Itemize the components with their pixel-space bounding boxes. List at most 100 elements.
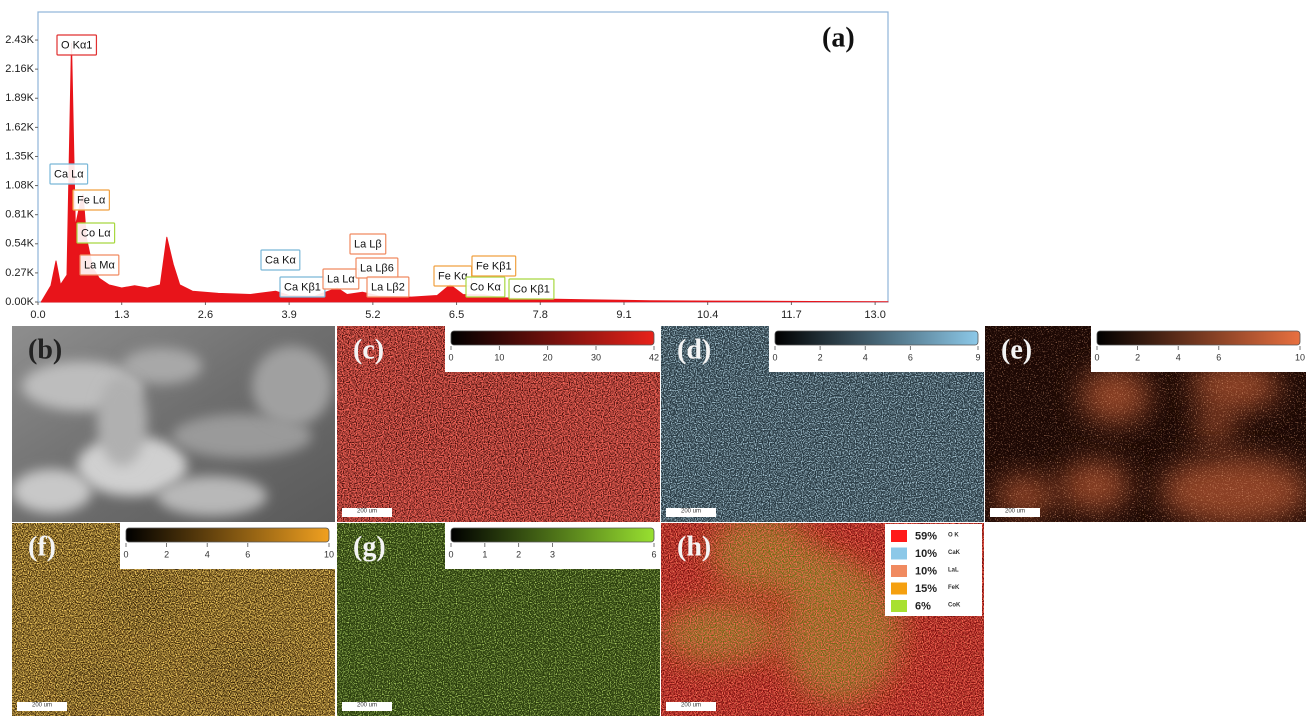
colorbar-tick-label: 6 <box>651 549 656 559</box>
y-tick-label: 2.16K <box>5 63 34 75</box>
legend-swatch <box>891 600 907 612</box>
scale-bar <box>666 508 716 517</box>
legend-percent: 6% <box>915 600 931 612</box>
colorbar-tick-label: 0 <box>448 352 453 362</box>
sem-feature <box>252 346 332 426</box>
annotation-box <box>76 222 116 244</box>
panel-label: (b) <box>28 334 62 365</box>
annotation-label: Fe Lα <box>77 194 106 206</box>
colorbar-tick-label: 2 <box>164 549 169 559</box>
annotation-label: La Lβ <box>354 238 382 250</box>
legend-element: O K <box>948 533 959 539</box>
annotation-label: La Lβ2 <box>371 281 405 293</box>
legend-element: LaL <box>948 568 959 574</box>
sem-feature <box>12 469 92 513</box>
annotation-box <box>433 265 473 287</box>
annotation-box <box>72 189 110 211</box>
colorbar-tick-label: 2 <box>1135 352 1140 362</box>
scale-bar-label: 200 um <box>32 703 52 709</box>
legend-percent: 59% <box>915 530 937 542</box>
colorbar <box>450 527 655 543</box>
colorbar <box>774 330 979 346</box>
annotation-box <box>349 233 387 255</box>
colorbar-tick-label: 0 <box>448 549 453 559</box>
colorbar <box>450 330 655 346</box>
panel-label: (f) <box>28 531 56 562</box>
annotation-label: Ca Kβ1 <box>284 281 321 293</box>
y-tick-label: 0.00K <box>5 296 34 308</box>
x-tick-label: 11.7 <box>781 309 802 321</box>
legend-swatch <box>891 582 907 595</box>
colorbar-tick-label: 3 <box>550 549 555 559</box>
annotation-label: La Lα <box>327 273 355 285</box>
colorbar <box>1096 330 1301 346</box>
colorbar-tick-label: 30 <box>591 352 601 362</box>
x-tick-label: 0.0 <box>30 309 45 321</box>
legend-element: CaK <box>948 550 961 556</box>
panel-label: (h) <box>677 531 711 562</box>
legend-element: CoK <box>948 603 961 609</box>
legend-percent: 15% <box>915 583 937 595</box>
annotation-box <box>322 268 360 290</box>
annotation-box <box>508 278 555 300</box>
annotation-label: Fe Kβ1 <box>476 260 512 272</box>
legend-swatch <box>891 547 907 560</box>
y-tick-label: 2.43K <box>5 34 34 46</box>
sem-feature <box>122 348 202 384</box>
annotation-label: Ca Kα <box>265 254 296 266</box>
map-panel <box>661 523 984 716</box>
scale-bar <box>342 508 392 517</box>
annotation-label: Ca Lα <box>54 168 84 180</box>
colorbar-tick-label: 4 <box>1176 352 1181 362</box>
x-tick-label: 1.3 <box>114 309 129 321</box>
colorbar-tick-label: 2 <box>516 549 521 559</box>
colorbar-tick-label: 20 <box>543 352 553 362</box>
scale-bar <box>990 508 1040 517</box>
scale-bar <box>17 702 67 711</box>
y-tick-label: 0.54K <box>5 238 34 250</box>
annotation-label: La Lβ6 <box>360 262 394 274</box>
colorbar-tick-label: 1 <box>482 549 487 559</box>
x-tick-label: 2.6 <box>198 309 213 321</box>
legend-swatch <box>891 565 907 577</box>
y-tick-label: 1.89K <box>5 92 34 104</box>
annotation-box <box>471 255 517 277</box>
annotation-box <box>56 34 98 56</box>
sem-feature <box>97 376 147 466</box>
annotation-label: Co Kβ1 <box>513 283 550 295</box>
sem-feature <box>172 414 312 458</box>
legend-percent: 10% <box>915 548 937 560</box>
y-tick-label: 1.08K <box>5 179 34 191</box>
y-tick-label: 0.81K <box>5 209 34 221</box>
y-tick-label: 0.27K <box>5 267 34 279</box>
annotation-box <box>260 249 301 271</box>
y-tick-label: 1.62K <box>5 121 34 133</box>
colorbar-tick-label: 9 <box>975 352 980 362</box>
colorbar-tick-label: 10 <box>1295 352 1305 362</box>
x-tick-label: 6.5 <box>449 309 464 321</box>
scale-bar-label: 200 um <box>1005 509 1025 515</box>
annotation-box <box>366 276 410 298</box>
annotation-box <box>79 254 120 276</box>
colorbar-tick-label: 4 <box>205 549 210 559</box>
colorbar-tick-label: 10 <box>324 549 334 559</box>
annotation-label: O Kα1 <box>61 39 92 51</box>
colorbar-tick-label: 6 <box>245 549 250 559</box>
colorbar-tick-label: 10 <box>494 352 504 362</box>
colorbar-tick-label: 2 <box>818 352 823 362</box>
x-tick-label: 9.1 <box>616 309 631 321</box>
x-tick-label: 5.2 <box>365 309 380 321</box>
x-tick-label: 7.8 <box>533 309 548 321</box>
scale-bar-label: 200 um <box>357 703 377 709</box>
scale-bar-label: 200 um <box>681 703 701 709</box>
annotation-label: Co Kα <box>470 281 501 293</box>
scale-bar <box>666 702 716 711</box>
colorbar-tick-label: 4 <box>863 352 868 362</box>
colorbar-tick-label: 6 <box>1216 352 1221 362</box>
annotation-label: Fe Kα <box>438 270 468 282</box>
y-tick-label: 1.35K <box>5 150 34 162</box>
x-tick-label: 3.9 <box>281 309 296 321</box>
colorbar <box>125 527 330 543</box>
